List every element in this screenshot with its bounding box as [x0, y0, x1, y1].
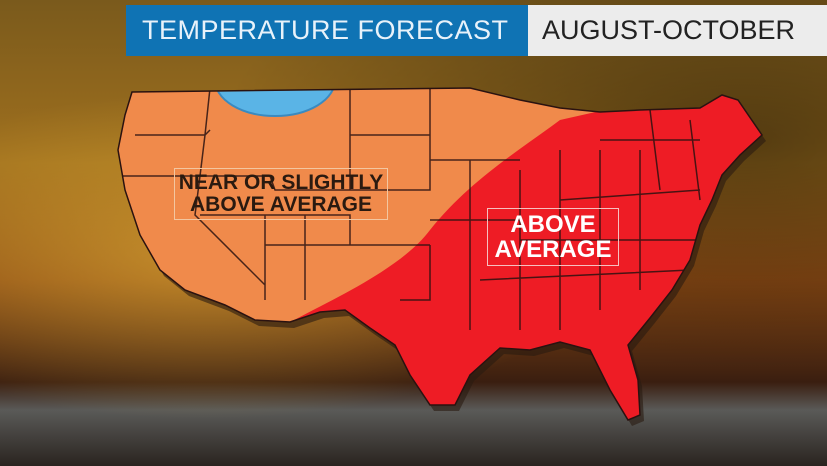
date-range: AUGUST-OCTOBER [528, 5, 827, 56]
below-average-region [214, 88, 336, 117]
forecast-title: TEMPERATURE FORECAST [126, 5, 528, 56]
above-average-label-line2: AVERAGE [494, 236, 612, 264]
above-average-label: ABOVE AVERAGE [487, 208, 619, 267]
state-borders [120, 88, 701, 330]
above-average-label-line1: ABOVE [510, 211, 596, 238]
near-average-label-line1: NEAR OR SLIGHTLY [178, 171, 384, 194]
near-average-label: NEAR OR SLIGHTLY ABOVE AVERAGE [174, 168, 388, 221]
header-banner: TEMPERATURE FORECAST AUGUST-OCTOBER [126, 5, 827, 56]
near-average-label-line2: ABOVE AVERAGE [189, 193, 373, 217]
